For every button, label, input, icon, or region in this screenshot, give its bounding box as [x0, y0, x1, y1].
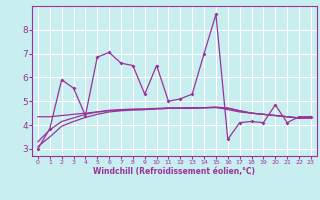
X-axis label: Windchill (Refroidissement éolien,°C): Windchill (Refroidissement éolien,°C): [93, 167, 255, 176]
